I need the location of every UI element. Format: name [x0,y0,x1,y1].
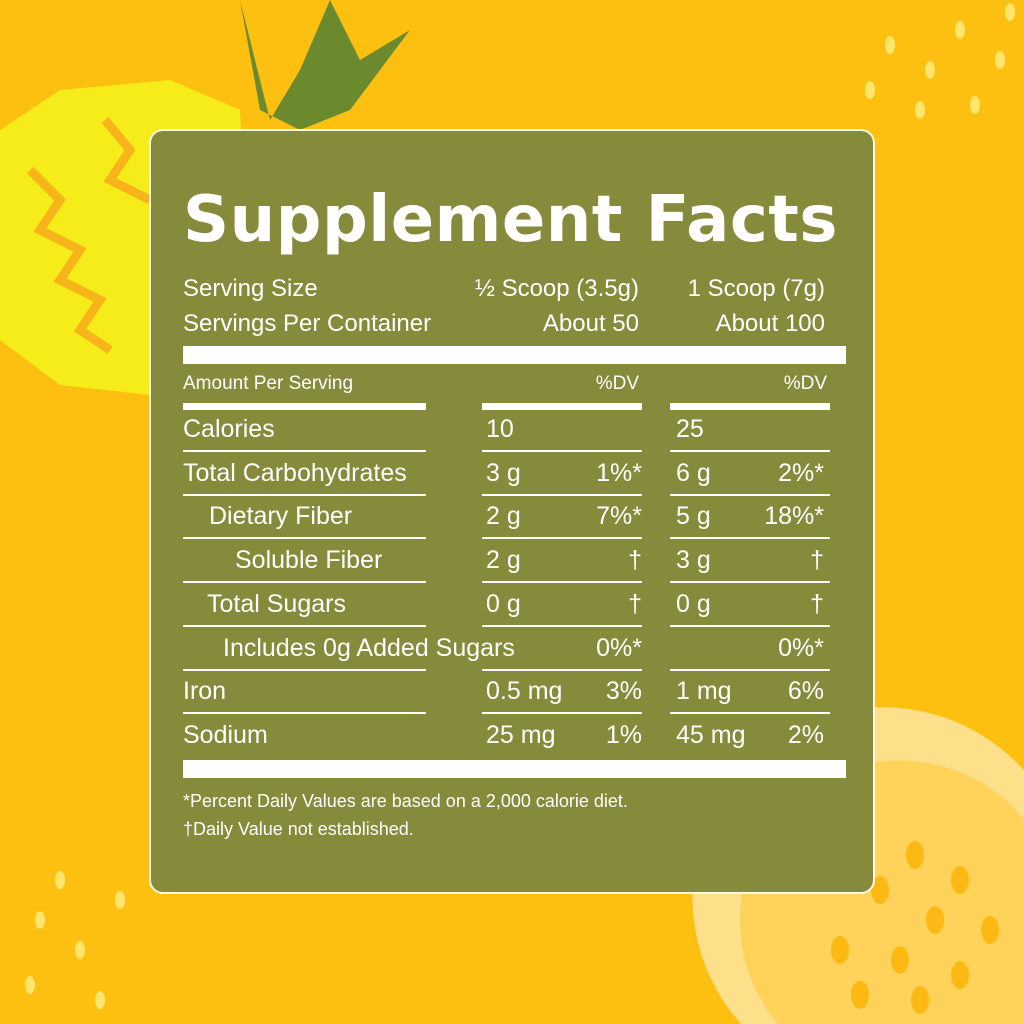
amount-half: 0 g [486,589,521,618]
amount-half: 2 g [486,546,521,575]
nutrient-name: Total Carbohydrates [183,458,407,487]
serving-size-full: 1 Scoop (7g) [687,275,825,302]
dv-full: 0%* [778,633,824,662]
row-divider [183,493,426,496]
serving-size-half: ½ Scoop (3.5g) [474,275,639,302]
nutrient-row: Sodium 25 mg 1% 45 mg 2% [151,721,873,765]
amount-full: 45 mg [676,720,746,749]
dots-decoration [25,3,1015,1009]
footnote-dv: *Percent Daily Values are based on a 2,0… [183,791,628,811]
nutrient-name: Dietary Fiber [209,502,353,531]
footnote-dagger: †Daily Value not established. [183,819,414,839]
row-divider [670,581,830,584]
dv-half: 0%* [596,633,642,662]
header-divider [482,403,642,410]
row-divider [670,537,830,540]
dv-half: 3% [605,677,642,706]
row-divider [183,668,426,671]
dv-full: † [810,546,824,575]
row-divider [670,493,830,496]
nutrient-name: Sodium [183,720,268,749]
amount-full: 1 mg [676,677,732,706]
amount-half: 2 g [486,502,521,531]
row-divider [482,537,642,540]
row-divider [482,668,642,671]
row-divider [482,450,642,452]
dv-full: 2% [787,720,824,749]
serving-size-label: Serving Size [183,275,318,302]
servings-per-container-full: About 100 [715,310,825,337]
dv-half: † [628,589,642,618]
row-divider [482,624,642,627]
row-divider [183,624,426,627]
amount-full: 3 g [676,546,711,575]
nutrient-row: Includes 0g Added Sugars 0%* 0%* [151,634,873,678]
nutrient-row: Total Sugars 0 g † 0 g † [151,590,873,634]
amount-full: 0 g [676,589,711,618]
row-divider [183,581,426,584]
amount-half: 25 mg [486,720,556,749]
amount-per-serving-label: Amount Per Serving [183,373,354,394]
row-divider [670,624,830,627]
amount-full: 6 g [676,458,711,487]
nutrient-row: Soluble Fiber 2 g † 3 g † [151,546,873,590]
row-divider [482,493,642,496]
dv-half: 7%* [596,502,642,531]
row-divider [670,712,830,715]
amount-half: 0.5 mg [486,677,563,706]
amount-half: 10 [486,415,514,443]
panel-title: Supplement Facts [183,183,838,257]
header-divider [183,403,426,410]
thick-divider [183,760,846,778]
supplement-facts-panel: Supplement Facts Serving Size ½ Scoop (3… [149,129,875,894]
row-divider [482,712,642,715]
nutrient-row: Dietary Fiber 2 g 7%* 5 g 18%* [151,502,873,546]
nutrient-row: Calories 10 25 [151,415,873,459]
dv-header-half: %DV [595,373,639,394]
nutrient-row: Iron 0.5 mg 3% 1 mg 6% [151,677,873,721]
servings-per-container-half: About 50 [542,310,639,337]
row-divider [482,581,642,584]
nutrient-row: Total Carbohydrates 3 g 1%* 6 g 2%* [151,459,873,503]
dv-half: 1% [605,720,642,749]
nutrient-name: Total Sugars [207,589,346,618]
thick-divider [183,346,846,364]
amount-full: 25 [676,415,704,443]
nutrient-name: Calories [183,415,275,443]
servings-per-container-label: Servings Per Container [183,310,432,337]
dv-half: 1%* [596,458,642,487]
row-divider [670,450,830,452]
dv-half: † [628,546,642,575]
dv-full: 2%* [778,458,824,487]
dv-full: 6% [787,677,824,706]
row-divider [183,450,426,452]
dv-full: † [810,589,824,618]
dv-full: 18%* [764,502,824,531]
row-divider [183,537,426,540]
nutrient-name: Includes 0g Added Sugars [223,633,515,662]
header-divider [670,403,830,410]
nutrient-name: Iron [183,677,227,706]
amount-half: 3 g [486,458,521,487]
row-divider [183,712,426,715]
nutrient-name: Soluble Fiber [235,546,383,575]
amount-full: 5 g [676,502,711,531]
dv-header-full: %DV [783,373,827,394]
row-divider [670,668,830,671]
